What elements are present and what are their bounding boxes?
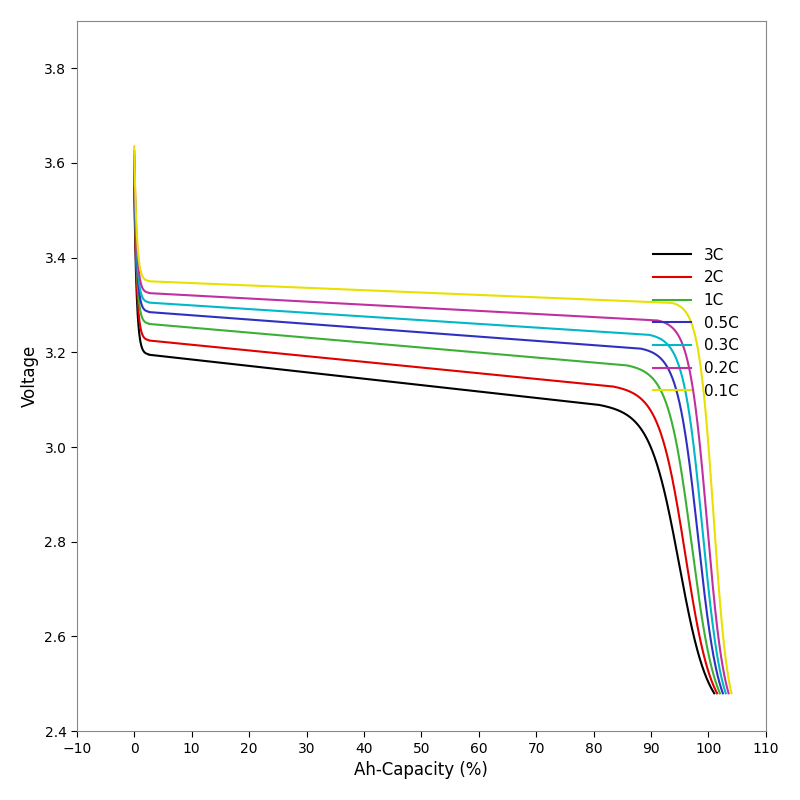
X-axis label: Ah-Capacity (%): Ah-Capacity (%) xyxy=(354,761,488,779)
0.3C xyxy=(160,299,170,309)
0.2C xyxy=(130,146,139,156)
0.3C xyxy=(130,151,139,161)
0.5C xyxy=(718,689,728,698)
0.5C xyxy=(416,327,426,337)
3C xyxy=(396,378,406,387)
0.2C xyxy=(598,313,607,322)
0.1C xyxy=(130,142,139,151)
Line: 0.5C: 0.5C xyxy=(134,161,723,694)
1C xyxy=(590,358,600,367)
Legend: 3C, 2C, 1C, 0.5C, 0.3C, 0.2C, 0.1C: 3C, 2C, 1C, 0.5C, 0.3C, 0.2C, 0.1C xyxy=(647,242,745,405)
0.5C xyxy=(701,597,710,606)
0.5C xyxy=(701,599,710,609)
1C xyxy=(715,689,725,698)
0.3C xyxy=(703,582,713,591)
0.5C xyxy=(400,326,410,336)
1C xyxy=(398,341,408,350)
3C xyxy=(411,380,421,390)
0.3C xyxy=(721,689,730,698)
1C xyxy=(159,321,169,330)
0.1C xyxy=(160,277,170,286)
3C xyxy=(159,351,169,361)
0.2C xyxy=(402,302,412,312)
0.5C xyxy=(159,309,169,318)
Line: 2C: 2C xyxy=(134,174,717,694)
1C xyxy=(130,161,139,170)
0.1C xyxy=(710,519,719,529)
0.3C xyxy=(402,314,411,324)
0.2C xyxy=(418,303,428,313)
0.2C xyxy=(724,689,734,698)
3C xyxy=(710,689,719,698)
0.2C xyxy=(706,566,716,575)
0.1C xyxy=(709,515,718,525)
2C xyxy=(159,337,169,346)
0.1C xyxy=(404,287,414,297)
2C xyxy=(398,361,407,370)
2C xyxy=(695,634,705,644)
0.1C xyxy=(600,295,610,305)
0.3C xyxy=(595,327,605,337)
0.1C xyxy=(420,288,430,298)
Line: 3C: 3C xyxy=(134,186,714,694)
0.3C xyxy=(704,585,714,594)
Line: 1C: 1C xyxy=(134,166,720,694)
3C xyxy=(130,182,139,191)
2C xyxy=(712,689,722,698)
Y-axis label: Voltage: Voltage xyxy=(21,345,39,407)
0.1C xyxy=(726,689,736,698)
2C xyxy=(588,380,598,390)
2C xyxy=(695,634,705,643)
3C xyxy=(692,645,702,654)
0.5C xyxy=(593,341,602,350)
2C xyxy=(130,170,139,179)
0.3C xyxy=(417,315,426,325)
0.5C xyxy=(130,156,139,166)
Line: 0.2C: 0.2C xyxy=(134,151,729,694)
Line: 0.1C: 0.1C xyxy=(134,146,731,694)
1C xyxy=(698,618,707,627)
1C xyxy=(414,342,424,352)
3C xyxy=(693,646,702,655)
2C xyxy=(413,362,422,372)
0.2C xyxy=(706,562,716,572)
0.2C xyxy=(160,289,170,298)
Line: 0.3C: 0.3C xyxy=(134,156,726,694)
1C xyxy=(698,619,708,629)
3C xyxy=(586,399,596,409)
